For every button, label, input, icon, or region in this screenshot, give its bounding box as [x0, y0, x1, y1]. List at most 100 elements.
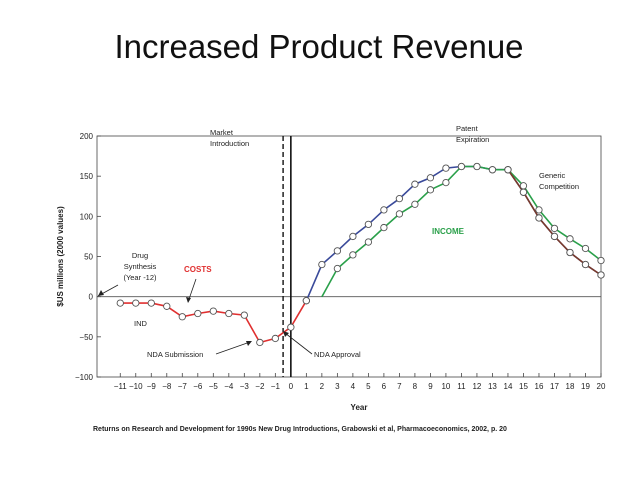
data-point — [473, 162, 481, 171]
x-tick-label: 2 — [320, 382, 325, 391]
x-tick-label: −10 — [129, 382, 143, 391]
data-point — [411, 180, 419, 188]
x-tick-label: 9 — [428, 382, 433, 391]
data-point — [380, 223, 388, 232]
y-tick-label: 0 — [89, 293, 94, 302]
generic-competition-label-line: Competition — [539, 182, 579, 191]
x-tick-label: 18 — [566, 382, 575, 391]
x-axis-label: Year — [351, 403, 368, 412]
x-tick-label: 17 — [550, 382, 559, 391]
x-tick-label: 11 — [457, 382, 466, 391]
data-point — [318, 260, 326, 269]
x-tick-label: 7 — [397, 382, 402, 391]
x-tick-label: 5 — [366, 382, 371, 391]
income-label-line: INCOME — [432, 227, 465, 236]
data-point — [442, 164, 450, 172]
data-point — [519, 182, 528, 190]
x-tick-label: 14 — [504, 382, 513, 391]
data-point — [147, 299, 155, 307]
data-point — [457, 162, 466, 171]
patent-expiration-label-line: Patent — [456, 124, 479, 133]
data-point — [442, 178, 450, 187]
x-tick-label: 12 — [472, 382, 481, 391]
data-point — [364, 220, 373, 229]
nda-approval-arrow — [284, 332, 313, 355]
data-point — [597, 256, 605, 265]
data-point — [581, 260, 590, 269]
x-tick-label: −2 — [255, 382, 265, 391]
data-point — [271, 334, 279, 343]
x-tick-label: 15 — [519, 382, 528, 391]
data-point — [349, 251, 357, 259]
data-point — [132, 299, 140, 307]
data-point — [411, 200, 419, 208]
market-intro-label-line: Introduction — [210, 139, 249, 148]
y-tick-label: 50 — [84, 253, 93, 262]
chart-points — [116, 162, 605, 347]
x-tick-label: −7 — [178, 382, 188, 391]
data-point — [519, 188, 528, 196]
x-tick-label: −8 — [162, 382, 172, 391]
data-point — [535, 214, 543, 222]
data-point — [178, 313, 186, 321]
y-tick-label: 150 — [80, 172, 94, 181]
nda-submission-arrow — [215, 341, 251, 355]
data-point — [209, 307, 217, 315]
data-point — [225, 309, 233, 318]
data-point — [349, 232, 357, 241]
data-point — [488, 166, 497, 174]
x-tick-label: 13 — [488, 382, 497, 391]
x-tick-label: −6 — [193, 382, 203, 391]
x-tick-label: 4 — [351, 382, 356, 391]
data-point — [550, 232, 559, 241]
x-tick-label: 0 — [289, 382, 294, 391]
x-tick-label: −11 — [114, 382, 128, 391]
footnote: Returns on Research and Development for … — [93, 426, 507, 433]
x-tick-label: −9 — [147, 382, 157, 391]
data-point — [194, 309, 202, 318]
market-intro-label-line: Market — [210, 128, 234, 137]
data-point — [395, 195, 404, 203]
plot-frame — [96, 135, 602, 378]
drug-synthesis-arrowhead — [98, 290, 104, 296]
patent-expiration-label-line: Expiration — [456, 135, 489, 144]
x-tick-label: −1 — [271, 382, 281, 391]
drug-synthesis-label-line: (Year -12) — [123, 273, 157, 282]
x-tick-label: −5 — [209, 382, 219, 391]
data-point — [566, 248, 574, 257]
data-point — [535, 206, 543, 214]
slide-title: Increased Product Revenue — [114, 28, 524, 65]
x-tick-label: 8 — [413, 382, 418, 391]
data-point — [163, 302, 171, 310]
data-point — [550, 224, 559, 233]
x-tick-label: 1 — [304, 382, 309, 391]
y-axis-label: $US millions (2000 values) — [56, 206, 65, 307]
nda-approval-arrowhead — [283, 331, 289, 337]
costs-arrowhead — [186, 297, 191, 303]
x-tick-label: −4 — [224, 382, 234, 391]
data-point — [240, 311, 248, 319]
data-point — [287, 323, 295, 331]
data-point — [504, 166, 512, 174]
costs-label-line: COSTS — [184, 265, 212, 274]
data-point — [380, 206, 388, 214]
data-point — [566, 235, 574, 243]
nda-approval-label-line: NDA Approval — [314, 350, 361, 359]
chart-annotations: Drug Synthesis (Year -12) COSTS IND NDA Submi… — [93, 124, 579, 433]
x-tick-label: 19 — [581, 382, 590, 391]
series-line-0 — [120, 300, 308, 344]
drug-synthesis-label-line: Drug — [132, 251, 148, 260]
data-point — [426, 186, 435, 194]
data-point — [395, 210, 404, 218]
data-point — [597, 271, 605, 279]
chart-lines — [120, 165, 602, 344]
data-point — [302, 297, 311, 305]
y-tick-label: −100 — [75, 373, 94, 382]
data-point — [256, 338, 264, 347]
data-point — [581, 244, 590, 253]
nda-submission-label-line: NDA Submission — [147, 350, 203, 359]
data-point — [333, 264, 342, 273]
x-tick-label: 20 — [597, 382, 606, 391]
x-tick-label: 16 — [535, 382, 544, 391]
